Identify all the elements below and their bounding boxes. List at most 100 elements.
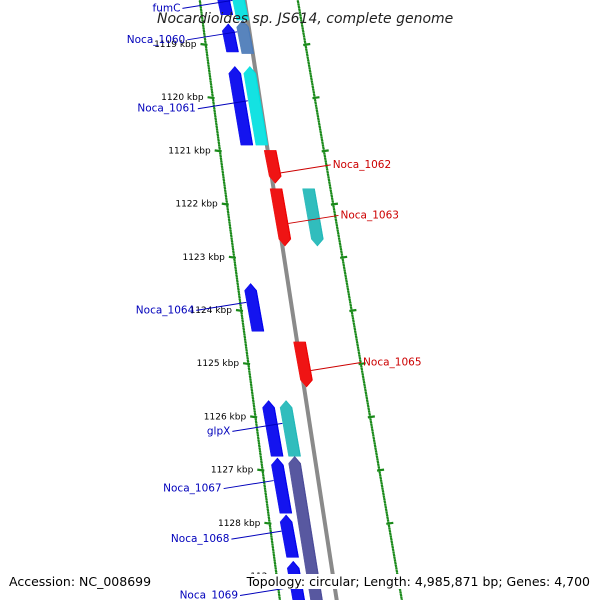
left-minor-tick — [227, 215, 231, 219]
gene-arrow — [279, 400, 301, 457]
left-minor-tick — [251, 399, 255, 403]
right-minor-tick — [327, 178, 331, 182]
left-minor-tick — [205, 53, 209, 57]
left-minor-tick — [199, 8, 203, 12]
right-minor-tick — [399, 590, 402, 594]
right-minor-tick — [328, 183, 332, 187]
left-minor-tick — [241, 319, 245, 323]
left-minor-tick — [255, 428, 259, 432]
left-minor-tick — [271, 542, 274, 546]
left-minor-tick — [229, 231, 233, 235]
gene-label: Noca_1067 — [163, 483, 221, 495]
right-minor-tick — [331, 199, 335, 203]
right-minor-tick — [325, 167, 329, 171]
left-minor-tick — [245, 354, 249, 358]
left-minor-tick — [211, 93, 214, 97]
left-minor-tick — [210, 88, 214, 92]
left-minor-tick — [242, 327, 246, 331]
gene-arrow-shade — [242, 66, 267, 146]
right-minor-tick — [347, 292, 351, 296]
left-minor-tick — [232, 250, 235, 254]
left-minor-tick — [273, 561, 277, 565]
right-minor-tick — [355, 340, 359, 344]
left-minor-tick — [216, 135, 220, 140]
right-minor-tick — [351, 316, 355, 320]
left-minor-tick — [203, 37, 207, 41]
gene-arrow — [228, 65, 254, 146]
right-minor-tick — [347, 295, 351, 299]
left-minor-tick — [257, 439, 261, 443]
gene-arrow-shade — [287, 456, 322, 600]
left-minor-tick — [226, 210, 230, 214]
right-minor-tick — [387, 524, 391, 528]
right-minor-tick — [391, 545, 395, 549]
left-minor-tick — [211, 98, 215, 102]
right-minor-tick — [333, 210, 336, 214]
gene-arrow — [243, 65, 269, 146]
left-minor-tick — [249, 383, 253, 387]
gene-leader-line — [310, 362, 362, 372]
left-minor-tick — [273, 558, 277, 562]
gene-arrow — [221, 23, 239, 53]
right-minor-tick — [385, 513, 389, 517]
left-minor-tick — [238, 295, 241, 299]
left-minor-tick — [240, 314, 244, 318]
left-minor-tick — [234, 268, 238, 273]
left-minor-tick — [210, 90, 214, 94]
major-tick — [303, 42, 311, 47]
left-minor-tick — [253, 412, 257, 416]
left-minor-tick — [241, 324, 245, 328]
left-minor-tick — [205, 50, 209, 54]
gene-arrow-shade — [231, 0, 248, 21]
left-minor-tick — [207, 66, 211, 70]
gene-arrow-shade — [216, 0, 232, 15]
left-minor-tick — [225, 205, 229, 209]
right-minor-tick — [303, 40, 307, 44]
right-minor-tick — [312, 90, 316, 94]
right-minor-tick — [345, 279, 348, 283]
gene-label: Noca_1069 — [180, 589, 238, 600]
right-minor-tick — [321, 141, 324, 145]
left-minor-tick — [215, 128, 219, 132]
left-minor-tick — [219, 154, 223, 158]
left-minor-tick — [261, 471, 265, 475]
label-layer: fumC Noca_1060 Noca_1061 Noca_1062 Noca_1063… — [127, 0, 422, 600]
right-minor-tick — [354, 335, 358, 339]
right-minor-tick — [308, 66, 312, 70]
right-minor-tick — [366, 404, 370, 408]
right-minor-tick — [300, 21, 304, 25]
right-minor-tick — [371, 431, 375, 435]
right-minor-tick — [363, 383, 366, 387]
left-minor-tick — [232, 253, 236, 257]
left-minor-tick — [260, 465, 264, 469]
left-minor-tick — [236, 282, 240, 286]
left-minor-tick — [265, 500, 269, 504]
major-tick — [349, 308, 357, 313]
left-minor-tick — [224, 194, 228, 198]
right-minor-tick — [319, 133, 323, 137]
right-minor-tick — [358, 359, 362, 363]
right-minor-tick — [319, 130, 323, 134]
left-minor-tick — [252, 401, 256, 406]
right-minor-tick — [301, 26, 305, 30]
right-minor-tick — [399, 593, 403, 597]
left-minor-tick — [201, 18, 204, 22]
left-minor-tick — [277, 590, 281, 594]
left-minor-tick — [259, 457, 263, 461]
right-minor-tick — [367, 409, 371, 413]
right-minor-tick — [334, 218, 338, 222]
major-tick — [207, 96, 215, 100]
left-minor-tick — [244, 346, 248, 350]
right-minor-tick — [346, 287, 350, 291]
left-minor-tick — [244, 340, 247, 344]
right-minor-tick — [376, 460, 380, 464]
left-minor-tick — [249, 378, 252, 382]
right-minor-tick — [350, 311, 354, 315]
right-minor-tick — [373, 444, 377, 448]
major-tick — [221, 202, 229, 206]
left-minor-tick — [223, 189, 227, 193]
right-minor-tick — [338, 239, 342, 243]
left-minor-tick — [278, 596, 281, 600]
right-minor-tick — [356, 346, 360, 350]
